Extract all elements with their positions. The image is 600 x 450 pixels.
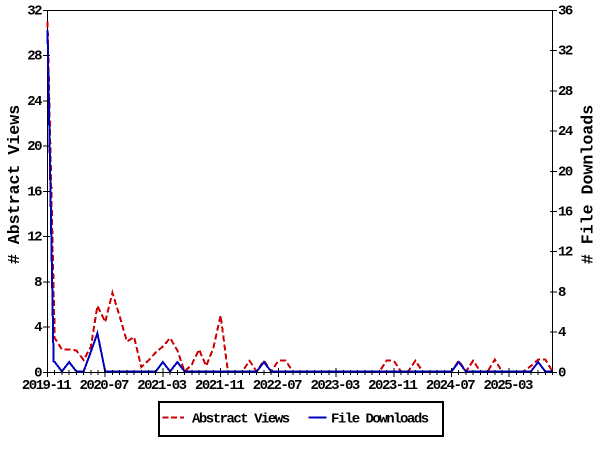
svg-text:2023-11: 2023-11: [368, 378, 417, 394]
svg-text:2019-11: 2019-11: [22, 378, 71, 394]
svg-text:32: 32: [27, 4, 42, 20]
svg-text:36: 36: [558, 4, 573, 20]
svg-text:2022-07: 2022-07: [253, 378, 302, 394]
svg-text:24: 24: [558, 124, 573, 140]
svg-text:File Downloads: File Downloads: [331, 412, 429, 428]
svg-text:12: 12: [558, 245, 573, 261]
svg-text:12: 12: [27, 230, 42, 246]
svg-text:4: 4: [558, 325, 566, 341]
svg-text:16: 16: [27, 184, 42, 200]
svg-text:0: 0: [34, 365, 42, 381]
svg-text:8: 8: [34, 275, 42, 291]
svg-text:20: 20: [27, 139, 42, 155]
svg-text:2021-03: 2021-03: [137, 378, 186, 394]
svg-text:# File Downloads: # File Downloads: [579, 105, 598, 264]
svg-text:8: 8: [558, 285, 566, 301]
svg-text:28: 28: [558, 84, 573, 100]
svg-text:4: 4: [34, 320, 42, 336]
svg-text:2024-07: 2024-07: [426, 378, 475, 394]
svg-text:32: 32: [558, 44, 573, 60]
svg-text:28: 28: [27, 49, 42, 65]
svg-text:16: 16: [558, 205, 573, 221]
svg-text:Abstract Views: Abstract Views: [192, 412, 290, 428]
svg-text:2021-11: 2021-11: [195, 378, 244, 394]
svg-text:2025-03: 2025-03: [484, 378, 533, 394]
svg-text:2023-03: 2023-03: [310, 378, 359, 394]
svg-text:# Abstract Views: # Abstract Views: [5, 105, 24, 264]
svg-text:20: 20: [558, 164, 573, 180]
svg-text:0: 0: [558, 365, 566, 381]
svg-text:2020-07: 2020-07: [80, 378, 129, 394]
svg-text:24: 24: [27, 94, 42, 110]
